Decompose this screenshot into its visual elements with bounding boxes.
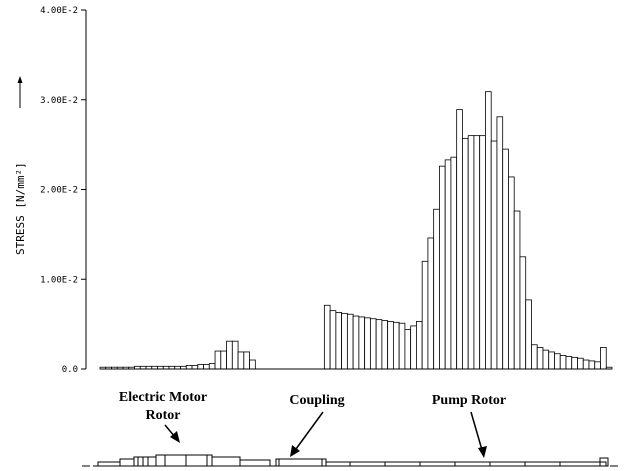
stress-bar bbox=[577, 357, 584, 370]
annotation-pump-rotor-arrow bbox=[470, 411, 483, 451]
annotation-coupling: Coupling bbox=[289, 393, 345, 457]
stress-bar bbox=[450, 156, 458, 370]
annotation-coupling-arrowhead bbox=[290, 445, 300, 457]
stress-bar bbox=[462, 137, 469, 370]
stress-bar bbox=[237, 351, 245, 370]
stress-bar bbox=[249, 359, 256, 370]
stress-bar bbox=[582, 359, 590, 370]
stress-bar bbox=[329, 310, 337, 370]
annotation-pump-rotor-arrowhead bbox=[478, 446, 487, 458]
stress-bar bbox=[364, 317, 371, 370]
annotation-electric-motor-rotor-line2: Rotor bbox=[146, 408, 181, 423]
stress-bar bbox=[427, 237, 435, 370]
stress-bar bbox=[352, 315, 360, 370]
stress-bar bbox=[335, 312, 343, 370]
stress-bar bbox=[571, 356, 578, 370]
annotation-pump-rotor-text: Pump Rotor bbox=[432, 393, 506, 408]
stress-bar bbox=[191, 365, 199, 370]
stress-bar bbox=[341, 312, 348, 370]
stress-bar bbox=[381, 320, 389, 370]
y-axis-label: STRESS [N/mm²] bbox=[14, 76, 27, 255]
annotation-electric-motor-rotor-arrowhead bbox=[170, 431, 180, 443]
stress-bar bbox=[243, 351, 250, 370]
stress-bar bbox=[358, 316, 366, 370]
stress-bar bbox=[410, 325, 417, 370]
stress-bar bbox=[369, 318, 377, 370]
y-axis: 0.0 1.00E-2 2.00E-2 3.00E-2 4.00E-2 bbox=[40, 6, 87, 375]
stress-bar bbox=[398, 322, 406, 370]
annotation-electric-motor-rotor: Electric Motor Rotor bbox=[119, 390, 207, 443]
stress-bar bbox=[433, 208, 440, 370]
stress-bar bbox=[421, 260, 429, 370]
annotation-electric-motor-rotor-line1: Electric Motor bbox=[119, 390, 207, 405]
stress-bar bbox=[185, 365, 193, 370]
stress-bar bbox=[519, 256, 527, 370]
stress-bar bbox=[439, 165, 446, 370]
stress-bar bbox=[525, 299, 532, 370]
y-tick-label: 1.00E-2 bbox=[40, 275, 78, 285]
stress-bar bbox=[203, 364, 210, 370]
annotation-pump-rotor: Pump Rotor bbox=[432, 393, 506, 458]
y-tick-label: 2.00E-2 bbox=[40, 186, 78, 196]
rotor-profile bbox=[82, 454, 620, 467]
stress-bar bbox=[485, 91, 492, 370]
stress-bar bbox=[231, 340, 239, 370]
stress-bar bbox=[565, 356, 573, 370]
stress-bar bbox=[531, 344, 538, 370]
stress-bar bbox=[456, 109, 463, 370]
stress-bar bbox=[323, 304, 331, 370]
stress-bar bbox=[197, 364, 204, 370]
y-tick-label: 4.00E-2 bbox=[40, 6, 78, 16]
stress-bar bbox=[208, 363, 216, 370]
stress-bar bbox=[214, 350, 222, 370]
stress-bar bbox=[536, 347, 544, 370]
stress-bar bbox=[490, 140, 498, 370]
y-tick-label: 0.0 bbox=[62, 365, 78, 375]
stress-bar bbox=[496, 116, 504, 370]
stress-bar bbox=[220, 350, 227, 370]
stress-bar bbox=[559, 355, 567, 370]
stress-bar bbox=[502, 148, 509, 370]
annotation-coupling-arrow bbox=[295, 411, 324, 450]
stress-bar bbox=[542, 349, 550, 370]
stress-bar bbox=[415, 321, 423, 370]
stress-bar bbox=[226, 340, 233, 370]
stress-bar bbox=[548, 351, 555, 370]
stress-bar bbox=[473, 135, 481, 370]
stress-bar bbox=[346, 313, 354, 370]
stress-bar bbox=[479, 135, 486, 370]
stress-bar bbox=[375, 319, 383, 370]
stress-bar bbox=[444, 159, 452, 370]
stress-bar bbox=[594, 361, 601, 370]
stress-bar bbox=[554, 353, 561, 370]
stress-bar bbox=[392, 321, 400, 370]
stress-bar bbox=[513, 210, 521, 370]
stress-bar bbox=[404, 329, 412, 370]
stress-bar bbox=[588, 360, 596, 370]
stress-bar bbox=[467, 135, 475, 370]
y-axis-label-arrowhead bbox=[17, 76, 23, 83]
stress-bar bbox=[600, 347, 607, 370]
stress-bar bbox=[508, 176, 515, 370]
y-tick-label: 3.00E-2 bbox=[40, 96, 78, 106]
stress-bar bbox=[387, 321, 394, 370]
y-axis-label-text: STRESS [N/mm²] bbox=[14, 162, 27, 255]
stress-bars bbox=[99, 91, 613, 370]
annotation-coupling-text: Coupling bbox=[289, 393, 344, 408]
